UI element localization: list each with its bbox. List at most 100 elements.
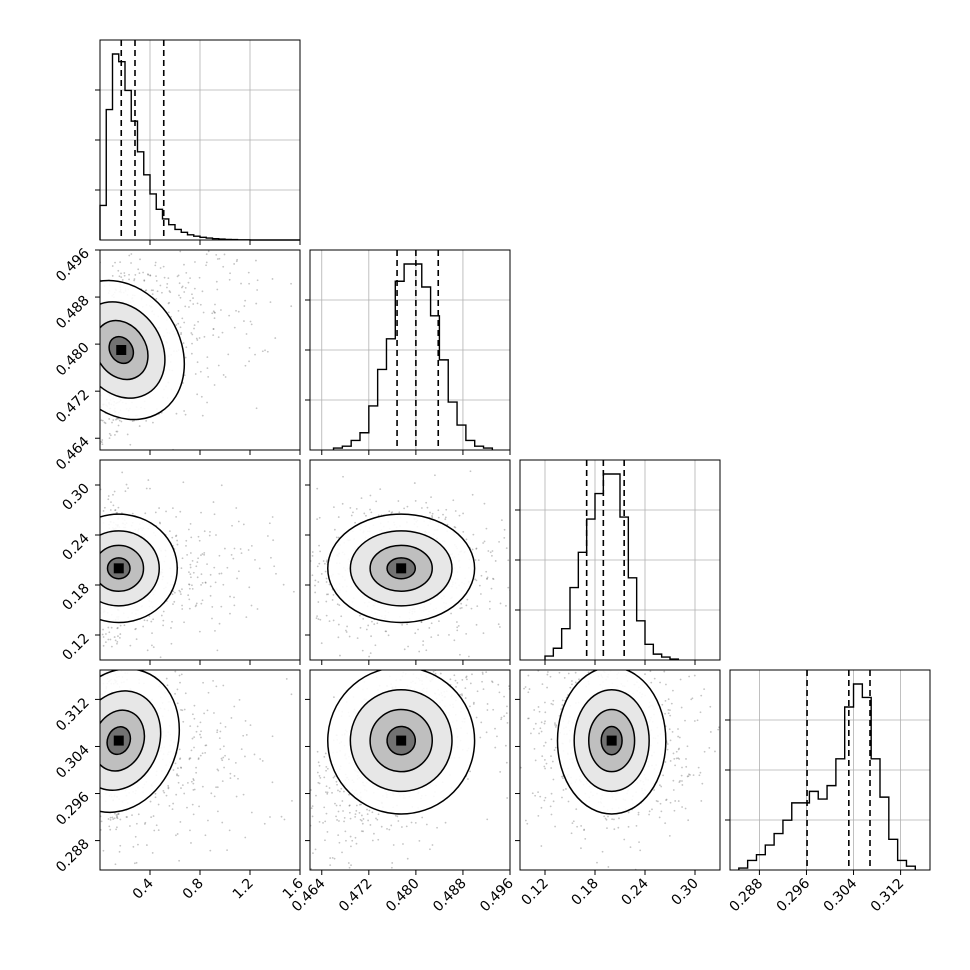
sample-point [221, 759, 224, 762]
sample-point [698, 774, 701, 777]
sample-point [403, 648, 406, 651]
sample-point [166, 286, 168, 289]
sample-point [571, 822, 574, 825]
sample-point [154, 792, 157, 795]
sample-point [196, 339, 199, 341]
sample-point [184, 356, 187, 359]
sample-point [550, 612, 552, 614]
sample-point [488, 607, 491, 610]
sample-point [101, 419, 104, 422]
sample-point [111, 275, 114, 277]
sample-point [249, 320, 252, 323]
sample-point [431, 512, 434, 515]
sample-point [116, 826, 118, 829]
sample-point [187, 781, 189, 784]
sample-point [485, 527, 488, 530]
sample-point [167, 277, 170, 280]
histogram-panel-0 [95, 40, 301, 245]
sample-point [307, 767, 309, 769]
sample-point [97, 763, 99, 765]
sample-point [195, 771, 198, 774]
sample-point [325, 760, 327, 762]
sample-point [167, 311, 170, 314]
sample-point [93, 767, 95, 769]
sample-point [334, 898, 336, 900]
sample-point [533, 709, 536, 711]
sample-point [31, 664, 33, 666]
sample-point [85, 363, 87, 365]
sample-point [550, 792, 553, 795]
sample-point [159, 875, 161, 877]
sample-point [220, 309, 222, 311]
sample-point [604, 817, 607, 820]
sample-point [178, 859, 181, 862]
sample-point [252, 581, 254, 583]
sample-point [315, 573, 317, 575]
sample-point [72, 728, 74, 730]
sample-point [182, 481, 185, 484]
sample-point [222, 374, 225, 376]
sample-point [145, 487, 148, 490]
sample-point [92, 438, 94, 440]
sample-point [79, 665, 81, 667]
sample-point [363, 512, 366, 515]
sample-point [95, 587, 97, 589]
sample-point [104, 641, 107, 644]
sample-point [179, 250, 182, 253]
sample-point [292, 590, 295, 593]
sample-point [116, 627, 119, 630]
sample-point [25, 577, 27, 579]
sample-point [96, 735, 98, 737]
sample-point [70, 528, 72, 530]
sample-point [358, 614, 361, 617]
sample-point [470, 607, 473, 610]
sample-point [70, 422, 72, 424]
sample-point [180, 286, 183, 289]
sample-point [68, 744, 70, 746]
sample-point [316, 565, 319, 568]
sample-point [82, 565, 84, 567]
sample-point [242, 734, 245, 737]
sample-point [152, 289, 154, 292]
sample-point [469, 705, 471, 708]
sample-point [175, 834, 177, 837]
sample-point [360, 819, 363, 822]
sample-point [679, 678, 682, 681]
sample-point [272, 539, 275, 542]
sample-point [375, 817, 377, 820]
sample-point [111, 664, 113, 666]
sample-point [337, 834, 340, 837]
sample-point [228, 758, 230, 761]
sample-point [112, 644, 114, 646]
sample-point [537, 706, 540, 708]
sample-point [253, 753, 256, 756]
sample-point [168, 530, 171, 533]
sample-point [438, 620, 440, 623]
sample-point [431, 516, 434, 519]
sample-point [270, 556, 272, 559]
sample-point [144, 512, 147, 515]
sample-point [93, 370, 95, 372]
sample-point [101, 443, 104, 446]
sample-point [95, 590, 97, 592]
sample-point [273, 565, 276, 568]
sample-point [73, 566, 75, 568]
sample-point [681, 780, 683, 782]
sample-point [185, 271, 188, 274]
sample-point [203, 551, 206, 554]
sample-point [677, 800, 680, 802]
sample-point [119, 624, 122, 627]
sample-point [216, 288, 219, 291]
sample-point [91, 763, 93, 765]
sample-point [86, 565, 88, 567]
sample-point [244, 836, 247, 839]
sample-point [390, 344, 392, 346]
sample-point [102, 482, 104, 484]
sample-point [550, 813, 553, 816]
sample-point [123, 272, 126, 274]
sample-point [189, 552, 192, 554]
sample-point [286, 772, 288, 774]
sample-point [549, 805, 552, 808]
sample-point [251, 755, 253, 757]
sample-point [191, 560, 194, 562]
